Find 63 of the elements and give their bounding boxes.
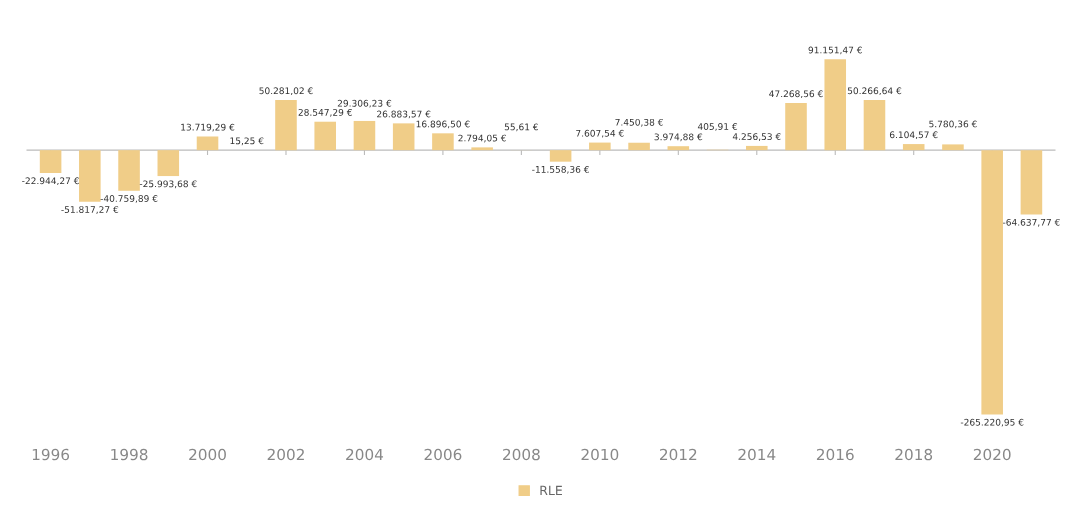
data-label: -64.637,77 € — [1002, 218, 1060, 227]
data-label: 15,25 € — [230, 137, 264, 146]
bar — [589, 142, 611, 151]
bar — [981, 150, 1003, 415]
data-label: 3.974,88 € — [654, 133, 703, 142]
data-label: -265.220,95 € — [960, 418, 1024, 427]
bar — [196, 136, 219, 151]
x-tick-label: 2002 — [267, 448, 304, 461]
data-label: 91.151,47 € — [808, 46, 862, 55]
data-label: 5.780,36 € — [929, 120, 977, 129]
bar — [549, 150, 572, 162]
bar — [785, 103, 807, 151]
x-tick-label: 2012 — [659, 448, 697, 461]
x-tick-label: 2018 — [895, 448, 933, 461]
bar — [353, 120, 376, 151]
x-tick-label: 2008 — [503, 448, 540, 461]
data-label: 7.450,38 € — [615, 118, 663, 127]
x-tick-label: 2010 — [581, 448, 619, 461]
data-label: 50.281,02 € — [259, 87, 313, 96]
bar — [942, 144, 964, 151]
data-label: -40.759,89 € — [100, 195, 158, 203]
data-label: 405,91 € — [697, 123, 738, 131]
data-label: 47.268,56 € — [769, 90, 823, 99]
bar — [902, 144, 925, 151]
data-label: -25.993,68 € — [139, 180, 197, 189]
data-label: 4.256,53 € — [732, 133, 781, 141]
data-label: 50.266,64 € — [847, 87, 902, 96]
bar — [863, 100, 886, 151]
bar — [471, 147, 493, 151]
legend-label: RLE — [540, 485, 562, 495]
bar — [79, 150, 101, 202]
bar — [667, 146, 690, 151]
data-label: 7.607,54 € — [576, 129, 624, 138]
data-label: 55,61 € — [504, 123, 539, 132]
bar — [118, 150, 140, 191]
bar — [275, 100, 297, 151]
bar — [1020, 150, 1043, 215]
bar — [392, 123, 415, 151]
bar — [39, 150, 62, 174]
x-tick-label: 2006 — [424, 448, 462, 461]
bar — [824, 59, 847, 151]
data-label: -51.817,27 € — [61, 206, 119, 214]
data-label: 16.896,50 € — [416, 120, 470, 129]
bar — [157, 150, 180, 177]
data-label: 26.883,57 € — [377, 110, 431, 119]
x-tick-label: 1998 — [111, 448, 148, 461]
data-label: 6.104,57 € — [889, 131, 938, 140]
data-label: 29.306,23 € — [337, 99, 392, 108]
bar — [745, 145, 768, 151]
data-label: 28.547,29 € — [298, 108, 352, 117]
bar — [432, 133, 454, 151]
x-tick-label: 1996 — [32, 448, 70, 461]
bar — [314, 121, 337, 151]
x-tick-label: 2004 — [346, 448, 384, 461]
x-tick-label: 2020 — [973, 448, 1011, 461]
data-label: 2.794,05 € — [458, 134, 506, 143]
x-tick-label: 2014 — [738, 448, 776, 461]
data-label: -22.944,27 € — [22, 177, 79, 186]
x-tick-label: 2000 — [189, 448, 226, 461]
data-label: 13.719,29 € — [181, 123, 235, 132]
x-tick-label: 2016 — [816, 448, 854, 461]
bar — [628, 142, 650, 151]
data-label: -11.558,36 € — [532, 166, 589, 174]
